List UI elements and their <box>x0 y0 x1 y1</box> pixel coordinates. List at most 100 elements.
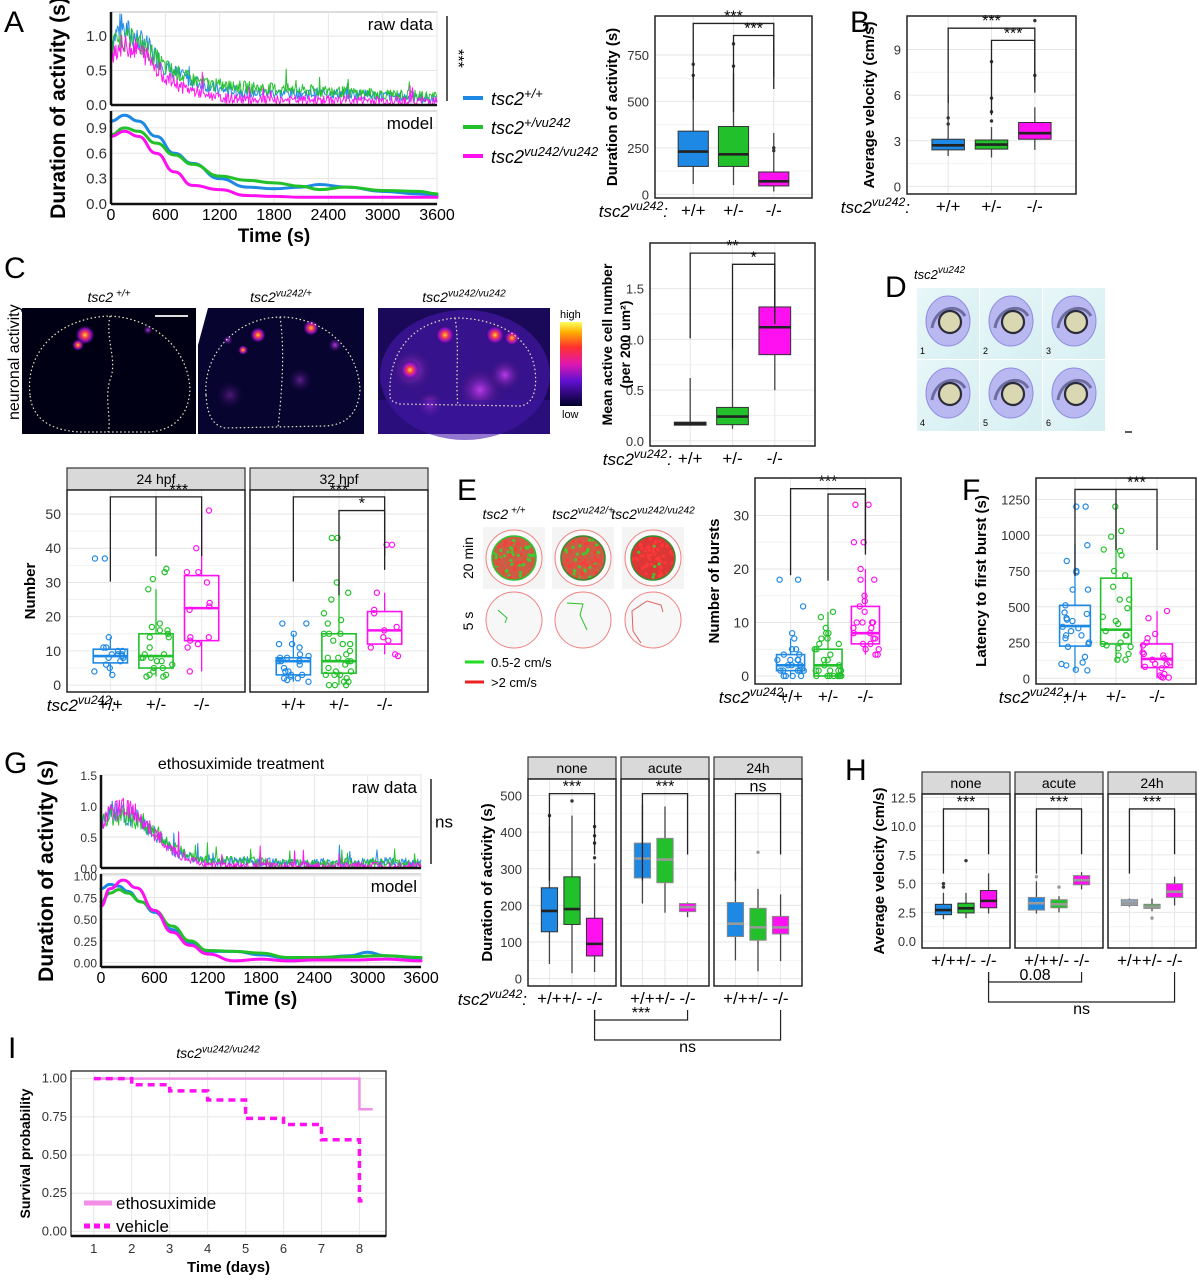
data-point <box>346 640 354 648</box>
data-point <box>373 589 381 596</box>
y-tick-label: 1.5 <box>626 282 644 297</box>
data-point <box>1163 607 1171 615</box>
y-tick-label: 30 <box>45 574 61 590</box>
data-point <box>339 640 346 648</box>
yolk <box>1063 381 1089 407</box>
y-tick-label: 0.00 <box>42 1223 67 1238</box>
track-point <box>594 571 598 576</box>
data-point <box>380 634 387 641</box>
yolk <box>1063 309 1089 335</box>
data-point <box>276 654 284 661</box>
facet-strip-label: 32 hpf <box>320 471 359 487</box>
y-tick-label: 0.5 <box>80 831 97 845</box>
genotype-axis-label: tsc2vu242: <box>603 447 673 469</box>
genotype-sup: vu242 <box>630 199 664 213</box>
box-body <box>726 901 745 938</box>
legend-label: ethosuximide <box>116 1194 216 1213</box>
x-tick-label: +/+ <box>936 197 961 216</box>
title-base: tsc2 <box>611 506 637 522</box>
yolk <box>1000 381 1026 407</box>
y-tick-label: 0 <box>1023 671 1030 686</box>
data-point <box>857 576 864 583</box>
data-point <box>1062 635 1069 642</box>
y-tick-label: 0.0 <box>86 196 107 213</box>
genotype-colon: : <box>667 450 672 469</box>
outlier-point <box>1150 916 1154 920</box>
box-body <box>366 610 403 645</box>
data-point <box>203 579 211 586</box>
data-point <box>1085 640 1092 648</box>
x-tick-label: +/+ <box>681 201 706 220</box>
data-point <box>776 576 783 583</box>
track-column-title: tsc2vu242/vu242 <box>611 505 695 522</box>
data-point <box>163 565 170 572</box>
outlier-point <box>570 799 574 803</box>
y-tick-label: 3 <box>894 134 901 149</box>
data-point <box>862 646 869 653</box>
legend-label: vehicle <box>116 1217 169 1236</box>
data-point <box>343 651 350 658</box>
y-tick-label: 300 <box>500 862 522 877</box>
track-point <box>647 545 651 549</box>
data-point <box>780 651 787 658</box>
y-axis-label: Duration of activity (s) <box>47 0 70 219</box>
genotype-prefix: tsc2 <box>999 688 1031 707</box>
series-line-model <box>99 878 423 963</box>
significance-bracket <box>1035 808 1083 874</box>
chart-h-velocity-box: none***+/+ +/- -/-acute***+/+ +/- -/-24h***+… <box>871 771 1197 1018</box>
panel-d-embryo-images: tsc2vu242 1 2 3 4 5 6 <box>914 265 1132 433</box>
outlier-point <box>1033 18 1037 23</box>
x-tick-label: +/+ <box>281 695 306 714</box>
data-point <box>337 630 344 637</box>
title-sup: vu242/+ <box>276 288 312 299</box>
data-point <box>108 651 115 658</box>
track-point <box>512 564 516 568</box>
track-point <box>510 550 514 554</box>
data-point <box>1140 650 1148 658</box>
y-tick-label: 0 <box>53 677 61 693</box>
data-point <box>813 646 820 653</box>
data-point <box>150 668 157 675</box>
track-point <box>637 550 641 554</box>
x-tick-label: 3000 <box>365 207 401 224</box>
outlier-point <box>756 850 760 854</box>
y-tick-label: 750 <box>1008 564 1030 579</box>
data-point <box>330 637 337 644</box>
data-point <box>303 620 310 627</box>
data-point <box>114 647 122 655</box>
embryo-body <box>930 306 967 329</box>
data-point <box>861 608 868 615</box>
yolk <box>937 309 963 335</box>
x-tick-label: +/+ <box>723 989 748 1008</box>
x-tick-label: -/- <box>981 951 997 970</box>
yolk <box>937 381 963 407</box>
x-tick-label: +/- <box>1049 951 1069 970</box>
x-tick-label: 3 <box>166 1241 173 1256</box>
data-point <box>1145 614 1152 622</box>
data-point <box>850 629 857 637</box>
data-point <box>153 657 161 665</box>
outlier-point <box>946 116 950 120</box>
track-point <box>577 540 582 544</box>
image-homozygous <box>378 308 550 440</box>
track-point <box>579 573 583 577</box>
data-point <box>325 664 332 672</box>
data-point <box>852 501 859 508</box>
panel-c-neuronal-activity-images: neuronal activity <box>6 288 582 440</box>
data-point <box>797 672 805 680</box>
significance-bracket <box>156 496 203 557</box>
y-tick-label: 6 <box>894 88 901 103</box>
x-tick-label: +/- <box>723 201 743 220</box>
embryo-number: 1 <box>920 346 925 356</box>
y-axis-label: Latency to first burst (s) <box>973 495 990 667</box>
track-point <box>638 543 642 547</box>
y-axis-label: Number of bursts <box>706 518 723 643</box>
significance-bracket <box>548 793 596 881</box>
y-axis-label: Mean active cell number <box>599 263 615 425</box>
data-point <box>861 597 868 605</box>
data-point <box>1117 639 1124 646</box>
y-axis-label: Duration of activity (s) <box>35 760 58 982</box>
track-point <box>575 552 579 556</box>
chart-a-time-course: 0.0 0.5 1.0 raw data *** 0.0 0.3 0.6 0.9 model 0 60… <box>47 0 466 247</box>
track-point <box>565 558 569 562</box>
